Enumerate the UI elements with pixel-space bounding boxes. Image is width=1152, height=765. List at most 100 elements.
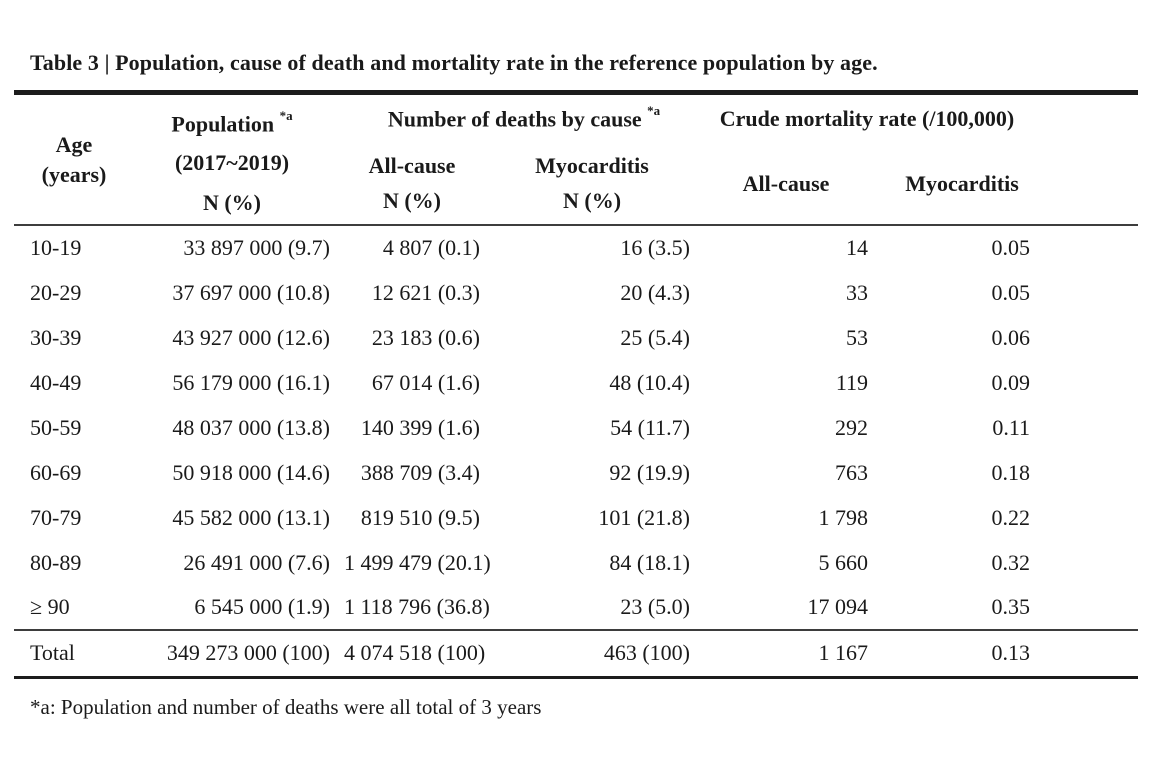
crude-myocarditis-cell: 0.32 <box>991 549 1031 575</box>
deaths-group-label: Number of deaths by cause <box>387 106 642 132</box>
myocarditis-deaths-cell: 101 (21.8) <box>598 504 691 530</box>
crude-allcause-cell: 33 <box>846 279 869 305</box>
table-row: 70-79 45 582 000 (13.1) 819 510 (9.5) 10… <box>14 495 1138 540</box>
deaths-footnote-mark: *a <box>647 102 661 118</box>
age-header-line2: (years) <box>41 161 107 187</box>
crude-myocarditis-cell: 0.09 <box>991 369 1031 395</box>
myocarditis-deaths-cell: 16 (3.5) <box>620 235 691 260</box>
allcause-deaths-cell: 4 074 518 (100) <box>344 640 486 666</box>
header-row-1: Age (years) Population *a (2017~2019) N … <box>14 95 1138 215</box>
table-row: 10-19 33 897 000 (9.7) 4 807 (0.1) 16 (3… <box>14 225 1138 270</box>
age-cell: 10-19 <box>30 235 82 260</box>
crude-myocarditis-cell: 0.35 <box>991 594 1031 619</box>
crude-allcause-cell: 1 798 <box>818 504 869 530</box>
deaths-group-header: Number of deaths by cause *a <box>344 95 704 143</box>
allcause-deaths-cell: 388 709 (3.4) <box>360 459 480 485</box>
population-cell: 26 491 000 (7.6) <box>183 549 330 575</box>
table-row: 60-69 50 918 000 (14.6) 388 709 (3.4) 92… <box>14 450 1138 495</box>
deaths-myocarditis-subheader: Myocarditis <box>535 152 649 178</box>
allcause-deaths-cell: 12 621 (0.3) <box>371 279 480 305</box>
population-column-header: Population *a (2017~2019) N (%) <box>134 95 344 225</box>
population-cell: 6 545 000 (1.9) <box>194 594 330 619</box>
population-header-line2: (2017~2019) <box>174 150 290 175</box>
crude-allcause-cell: 119 <box>835 369 869 395</box>
population-cell: 37 697 000 (10.8) <box>172 279 330 305</box>
table-row: 40-49 56 179 000 (16.1) 67 014 (1.6) 48 … <box>14 360 1138 405</box>
population-footnote-mark: *a <box>279 108 293 123</box>
age-cell: ≥ 90 <box>30 594 70 619</box>
header-row-3: N (%) N (%) <box>14 188 1138 225</box>
table-row: 50-59 48 037 000 (13.8) 140 399 (1.6) 54… <box>14 405 1138 450</box>
allcause-deaths-cell: 1 499 479 (20.1) <box>344 549 491 575</box>
crude-myocarditis-cell: 0.22 <box>991 504 1031 530</box>
myocarditis-deaths-cell: 84 (18.1) <box>609 549 691 575</box>
deaths-allcause-unit-label: N (%) <box>382 188 442 213</box>
crude-group-header: Crude mortality rate (/100,000) <box>719 106 1015 131</box>
myocarditis-deaths-cell: 463 (100) <box>603 640 691 666</box>
population-cell: 50 918 000 (14.6) <box>172 459 330 485</box>
reference-population-table: Age (years) Population *a (2017~2019) N … <box>14 95 1139 679</box>
crude-allcause-cell: 292 <box>835 414 869 440</box>
crude-allcause-cell: 763 <box>835 459 869 485</box>
myocarditis-deaths-cell: 92 (19.9) <box>609 459 691 485</box>
crude-allcause-subheader: All-cause <box>742 170 830 196</box>
age-cell: 70-79 <box>30 504 82 530</box>
population-cell: 45 582 000 (13.1) <box>172 504 330 530</box>
table-row: ≥ 90 6 545 000 (1.9) 1 118 796 (36.8) 23… <box>14 585 1138 630</box>
myocarditis-deaths-cell: 48 (10.4) <box>609 369 691 395</box>
crude-myocarditis-cell: 0.18 <box>991 459 1031 485</box>
age-column-header: Age (years) <box>14 95 134 225</box>
allcause-deaths-cell: 23 183 (0.6) <box>371 324 480 350</box>
top-double-rule <box>14 90 1138 95</box>
table-body: 10-19 33 897 000 (9.7) 4 807 (0.1) 16 (3… <box>14 225 1139 630</box>
crude-myocarditis-subheader: Myocarditis <box>905 170 1019 196</box>
header-row-2: All-cause Myocarditis All-cause Myocardi… <box>14 143 1138 196</box>
population-header-line1: Population *a <box>134 95 330 143</box>
allcause-deaths-cell: 4 807 (0.1) <box>382 235 480 260</box>
table-footnote: *a: Population and number of deaths were… <box>30 694 542 719</box>
myocarditis-deaths-cell: 20 (4.3) <box>620 279 691 305</box>
age-cell: 40-49 <box>30 369 82 395</box>
allcause-deaths-cell: 140 399 (1.6) <box>360 414 480 440</box>
population-cell: 33 897 000 (9.7) <box>183 235 330 260</box>
table-row: 20-29 37 697 000 (10.8) 12 621 (0.3) 20 … <box>14 270 1138 315</box>
allcause-deaths-cell: 1 118 796 (36.8) <box>344 594 490 619</box>
population-header-label: Population <box>171 111 275 137</box>
age-cell: 60-69 <box>30 459 82 485</box>
crude-myocarditis-cell: 0.05 <box>991 235 1031 260</box>
population-cell: 43 927 000 (12.6) <box>172 324 330 350</box>
crude-allcause-cell: 5 660 <box>818 549 869 575</box>
population-header-line3: N (%) <box>202 190 262 215</box>
age-cell: 50-59 <box>30 414 82 440</box>
crude-allcause-cell: 14 <box>846 235 869 260</box>
crude-myocarditis-cell: 0.13 <box>991 640 1031 666</box>
crude-allcause-cell: 53 <box>846 324 869 350</box>
age-cell: 20-29 <box>30 279 82 305</box>
allcause-deaths-cell: 819 510 (9.5) <box>360 504 480 530</box>
age-cell: 80-89 <box>30 549 82 575</box>
age-cell: 30-39 <box>30 324 82 350</box>
population-cell: 349 273 000 (100) <box>166 640 330 666</box>
table-total-section: Total 349 273 000 (100) 4 074 518 (100) … <box>14 630 1139 677</box>
crude-myocarditis-cell: 0.06 <box>991 324 1031 350</box>
myocarditis-deaths-cell: 54 (11.7) <box>610 414 691 440</box>
crude-allcause-cell: 17 094 <box>807 594 869 619</box>
age-header-line1: Age <box>55 131 93 157</box>
table-title: Table 3 | Population, cause of death and… <box>30 50 878 75</box>
age-cell: Total <box>30 640 75 666</box>
allcause-deaths-cell: 67 014 (1.6) <box>371 369 480 395</box>
table-row: 30-39 43 927 000 (12.6) 23 183 (0.6) 25 … <box>14 315 1138 360</box>
table-header: Age (years) Population *a (2017~2019) N … <box>14 95 1139 225</box>
myocarditis-deaths-cell: 25 (5.4) <box>620 324 691 350</box>
crude-allcause-cell: 1 167 <box>818 640 869 666</box>
crude-myocarditis-cell: 0.11 <box>992 414 1031 440</box>
myocarditis-deaths-cell: 23 (5.0) <box>620 594 691 619</box>
deaths-allcause-subheader: All-cause <box>368 152 456 178</box>
table-row: 80-89 26 491 000 (7.6) 1 499 479 (20.1) … <box>14 540 1138 585</box>
population-cell: 48 037 000 (13.8) <box>172 414 330 440</box>
population-cell: 56 179 000 (16.1) <box>172 369 330 395</box>
total-row: Total 349 273 000 (100) 4 074 518 (100) … <box>14 630 1138 677</box>
deaths-myocarditis-unit-label: N (%) <box>562 188 622 213</box>
crude-myocarditis-cell: 0.05 <box>991 279 1031 305</box>
